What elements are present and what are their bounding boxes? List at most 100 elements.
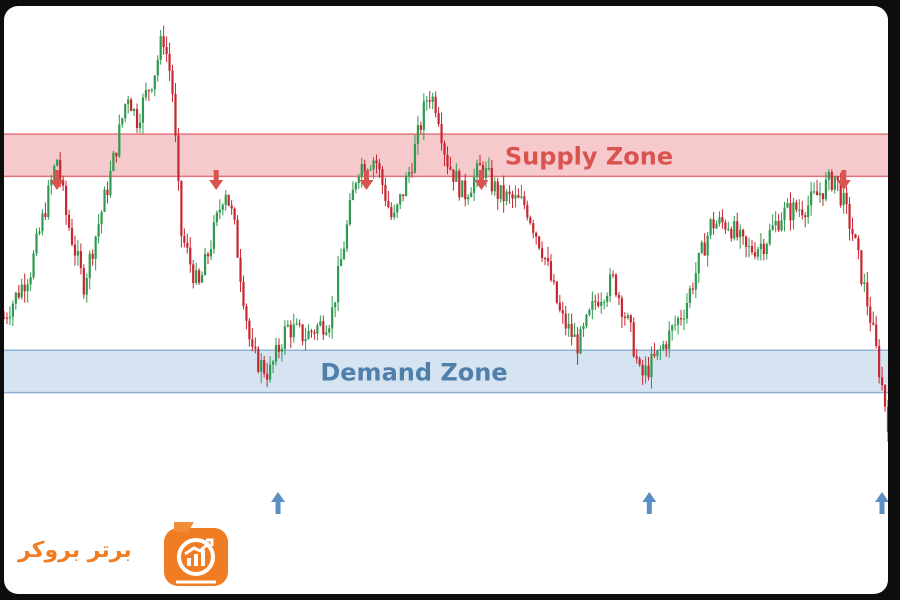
candle [440, 112, 443, 151]
candle [558, 295, 561, 313]
candle [106, 181, 109, 204]
candle [712, 211, 715, 235]
candle [452, 169, 455, 191]
candle [64, 180, 68, 225]
candle [780, 212, 783, 232]
candle [82, 264, 85, 299]
candle [215, 210, 218, 227]
candle [792, 197, 795, 230]
candle [842, 188, 845, 214]
candle [257, 346, 260, 374]
candle [23, 273, 26, 303]
candle [508, 185, 511, 204]
candle [186, 233, 189, 254]
candle [177, 128, 180, 191]
brand-logo-text: برتر بروکر [18, 538, 132, 563]
candle [91, 249, 94, 266]
candle [561, 301, 564, 324]
candle [659, 345, 662, 361]
candle [496, 177, 499, 210]
candle [608, 267, 612, 303]
zone-band-1 [4, 350, 888, 393]
candle [730, 226, 733, 242]
candle [328, 324, 331, 338]
candle [786, 198, 789, 209]
candle [443, 140, 446, 167]
candle [162, 25, 165, 55]
candle [529, 215, 532, 225]
candle [180, 180, 183, 248]
candle [280, 344, 284, 362]
candle [112, 150, 115, 172]
candle [29, 272, 32, 291]
candle [242, 275, 245, 310]
candle [384, 177, 387, 207]
candle [44, 202, 47, 220]
candle [203, 247, 207, 276]
candle [845, 186, 848, 214]
candle [428, 91, 431, 109]
candle [662, 340, 665, 352]
candle [591, 291, 594, 320]
candle [35, 228, 38, 257]
candle [88, 250, 91, 290]
candle [200, 271, 204, 283]
candle [410, 162, 414, 178]
candle [875, 315, 878, 349]
candle [32, 250, 35, 280]
candle [183, 228, 186, 248]
candle [239, 249, 242, 292]
candle [472, 168, 476, 202]
candle [449, 156, 452, 171]
candle [774, 211, 777, 233]
candle [198, 268, 201, 285]
candle [79, 243, 82, 275]
candle [390, 202, 393, 220]
candle [750, 239, 754, 255]
candle [804, 212, 807, 228]
candle [555, 280, 558, 305]
candle [130, 97, 133, 112]
candle [765, 242, 768, 260]
candle [517, 188, 520, 199]
candle [878, 339, 881, 384]
candle [141, 93, 145, 134]
candle [493, 177, 496, 196]
candle [407, 166, 411, 183]
candle [700, 240, 703, 255]
labels-layer: Supply Zone Demand Zone [320, 142, 673, 386]
candle [815, 179, 819, 196]
candle [94, 235, 97, 271]
candle [345, 219, 349, 253]
candle [399, 193, 402, 210]
candle [880, 366, 884, 391]
candle [165, 36, 168, 62]
supply-arrow-down-icon [209, 170, 224, 190]
candle [499, 185, 502, 203]
candle [588, 308, 591, 317]
candle [656, 349, 659, 360]
candle [289, 320, 292, 349]
candle [17, 284, 20, 300]
candle [650, 346, 653, 389]
candle [564, 305, 567, 336]
candle [718, 211, 721, 227]
candle [641, 359, 644, 385]
candle [218, 199, 221, 220]
candle [851, 217, 854, 241]
candle [538, 235, 541, 251]
candle [11, 300, 14, 327]
candle [283, 320, 286, 356]
candle [771, 214, 774, 231]
candle [124, 103, 127, 123]
candle [233, 207, 236, 225]
candle [668, 321, 671, 358]
candle [14, 291, 17, 310]
candle [833, 176, 836, 194]
candle [676, 315, 680, 335]
candle [487, 157, 490, 171]
candle [50, 174, 53, 195]
candle [322, 315, 325, 341]
chart-frame: Supply Zone Demand Zone برتر بروکر [4, 6, 888, 594]
demand-arrow-up-icon [642, 492, 657, 514]
